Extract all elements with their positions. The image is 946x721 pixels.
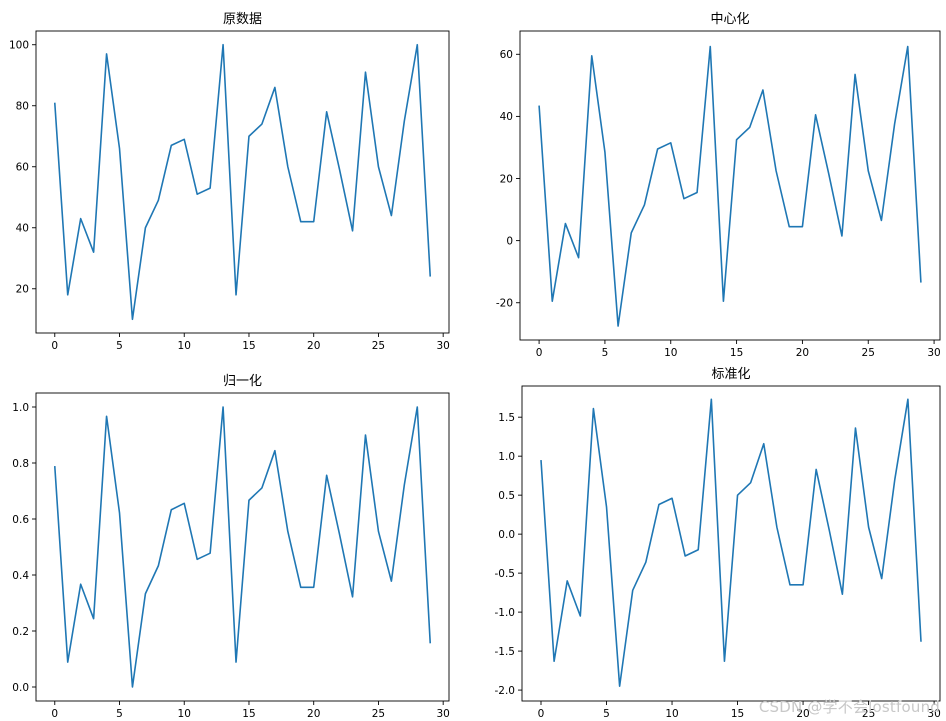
x-tick-label: 5 (116, 708, 123, 720)
x-tick-label: 25 (862, 347, 875, 359)
y-tick-label: 60 (500, 49, 513, 61)
subplot-title: 中心化 (710, 12, 749, 27)
y-tick-label: 40 (16, 223, 29, 235)
x-tick-label: 15 (731, 708, 744, 720)
subplot-title: 归一化 (223, 374, 262, 389)
x-tick-label: 30 (927, 347, 940, 359)
x-tick-label: 0 (538, 708, 545, 720)
x-tick-label: 10 (178, 708, 191, 720)
x-tick-label: 20 (307, 340, 320, 352)
axes-frame (35, 30, 450, 334)
y-tick-label: 80 (16, 101, 29, 113)
x-tick-label: 15 (242, 708, 255, 720)
y-tick-label: 1.0 (498, 451, 515, 463)
series-line (53, 43, 432, 321)
x-tick-label: 5 (116, 340, 123, 352)
subplot-title: 原数据 (223, 12, 262, 27)
y-tick-label: -20 (496, 298, 513, 310)
y-tick-label: -1.0 (495, 607, 516, 619)
y-tick-label: 0.2 (12, 626, 29, 638)
series-line (538, 45, 922, 327)
subplot-raw-data: 原数据 0 5 10 15 20 25 30 20 40 60 80 100 (9, 12, 450, 352)
x-tick-label: 25 (862, 708, 875, 720)
series-line (540, 398, 922, 687)
x-tick-label: 30 (436, 340, 449, 352)
x-tick-label: 15 (242, 340, 255, 352)
y-tick-label: -2.0 (495, 685, 516, 697)
y-tick-label: 1.0 (12, 402, 29, 414)
y-tick-label: 0.5 (498, 490, 515, 502)
y-tick-label: 1.5 (498, 412, 515, 424)
x-tick-label: 20 (307, 708, 320, 720)
y-tick-label: 20 (500, 173, 513, 185)
x-tick-label: 20 (796, 347, 809, 359)
x-tick-label: 5 (602, 347, 609, 359)
x-tick-label: 0 (51, 708, 58, 720)
x-tick-label: 20 (796, 708, 809, 720)
subplot-standardized: 标准化 0 5 10 15 20 25 30 -2.0 -1.5 -1.0 -0.5 0.0 0.5 1.0… (495, 367, 941, 720)
y-tick-label: 20 (16, 284, 29, 296)
axes-frame (35, 392, 450, 702)
y-tick-label: 100 (9, 40, 29, 52)
y-tick-label: 60 (16, 162, 29, 174)
x-tick-label: 0 (51, 340, 58, 352)
subplot-title: 标准化 (711, 367, 750, 382)
y-tick-label: 0.6 (12, 514, 29, 526)
y-tick-label: 40 (500, 111, 513, 123)
x-tick-label: 10 (664, 347, 677, 359)
axes-frame (521, 385, 941, 702)
y-tick-label: -0.5 (495, 568, 516, 580)
y-tick-label: 0 (506, 235, 513, 247)
axes-frame (519, 30, 941, 341)
series-line (53, 406, 432, 688)
y-tick-label: -1.5 (495, 646, 516, 658)
y-tick-label: 0.8 (12, 458, 29, 470)
y-tick-label: 0.0 (498, 529, 515, 541)
x-tick-label: 5 (603, 708, 610, 720)
x-tick-label: 10 (665, 708, 678, 720)
x-tick-label: 0 (536, 347, 543, 359)
subplot-normalized: 归一化 0 5 10 15 20 25 30 0.0 0.2 0.4 0.6 0.8 1.0 (12, 374, 450, 720)
y-tick-label: 0.4 (12, 570, 29, 582)
subplot-centered: 中心化 0 5 10 15 20 25 30 -20 0 20 40 60 (496, 12, 941, 359)
x-tick-label: 15 (730, 347, 743, 359)
x-tick-label: 30 (436, 708, 449, 720)
x-tick-label: 25 (372, 340, 385, 352)
x-tick-label: 25 (372, 708, 385, 720)
x-tick-label: 30 (927, 708, 940, 720)
watermark-text: CSDN @学不会lostfound (758, 698, 940, 716)
x-tick-label: 10 (178, 340, 191, 352)
y-tick-label: 0.0 (12, 682, 29, 694)
